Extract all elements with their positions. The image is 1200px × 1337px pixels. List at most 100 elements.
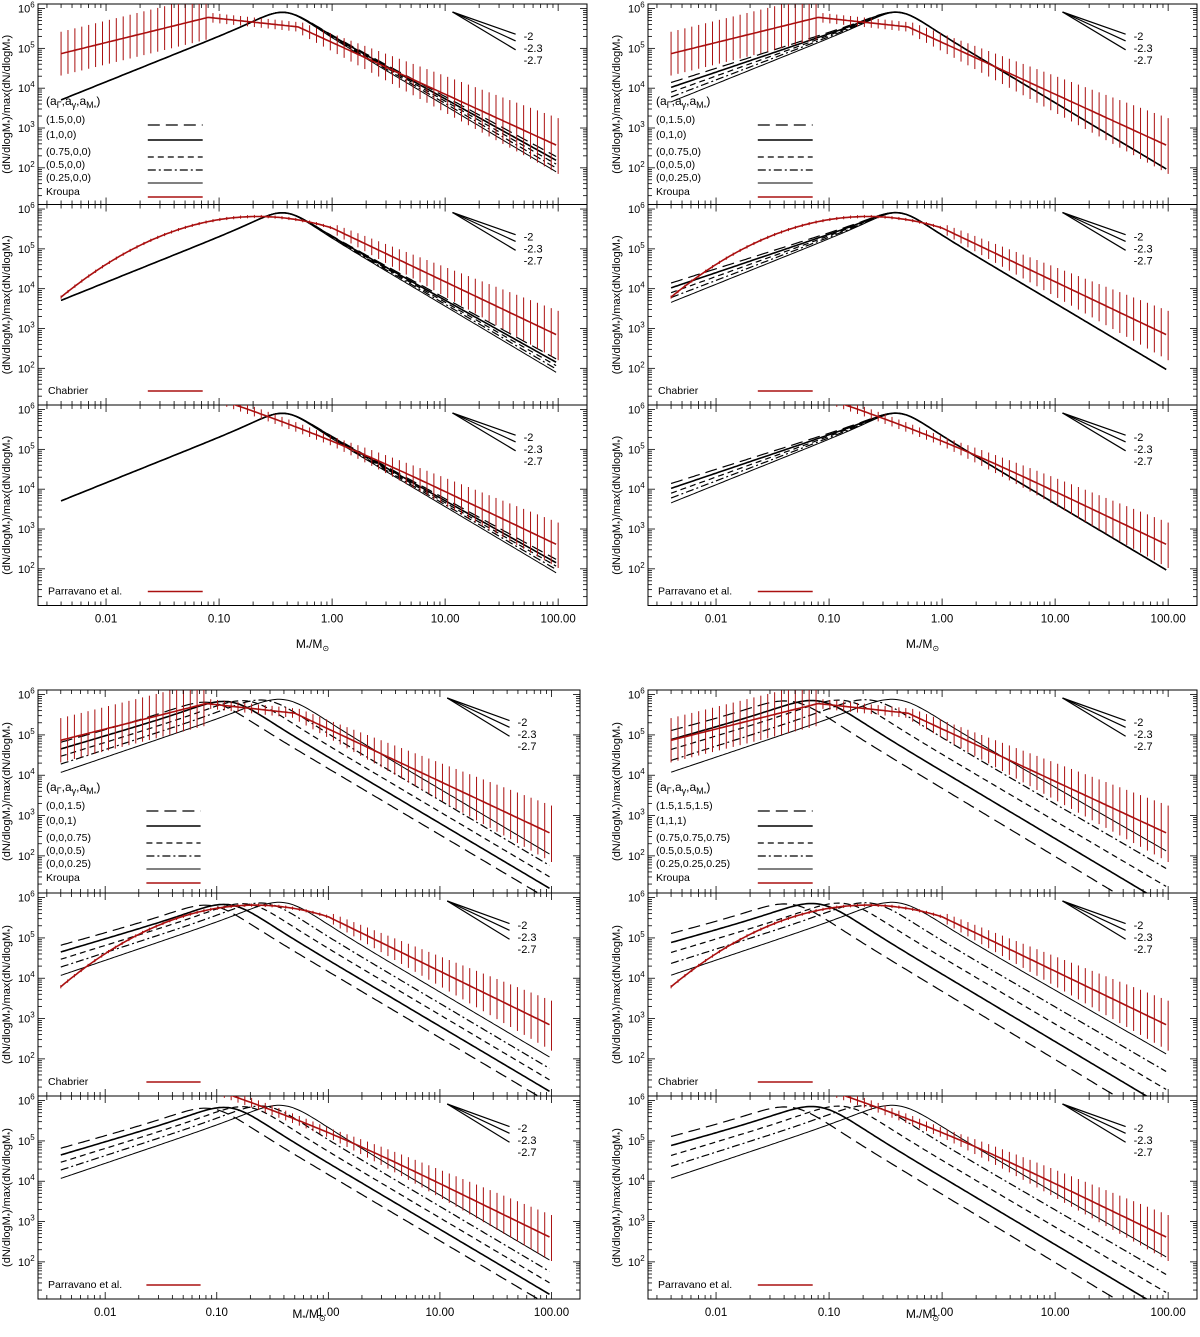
slope-guide-line bbox=[1062, 11, 1126, 51]
figure-quadrant-4: 102 103 104 105 106 (dN/dlogM*)/max(dN/dlogM*… bbox=[611, 687, 1198, 1323]
y-tick-label: 102 bbox=[628, 561, 645, 576]
legend-label-6: Kroupa bbox=[656, 186, 690, 198]
y-tick-label: 102 bbox=[18, 561, 35, 576]
slope-guide-label: -2.7 bbox=[518, 741, 537, 753]
model-curve-2 bbox=[60, 903, 550, 1092]
y-tick-label: 103 bbox=[18, 1214, 35, 1229]
slope-guide-line bbox=[1062, 412, 1126, 443]
slope-guide-label: -2.3 bbox=[1134, 43, 1153, 55]
x-tick-label: 100.00 bbox=[541, 614, 576, 626]
legend-label-1: (1.5,1.5,1.5) bbox=[656, 800, 713, 812]
reference-curve bbox=[843, 1096, 1167, 1238]
slope-guide-label: -2 bbox=[1134, 31, 1144, 43]
reference-curve bbox=[233, 405, 557, 546]
plot-area bbox=[670, 901, 1169, 1096]
y-tick-label: 103 bbox=[628, 808, 645, 823]
y-tick-label: 105 bbox=[18, 40, 35, 55]
model-curve-5 bbox=[670, 412, 1167, 571]
slope-guide-line bbox=[446, 1103, 510, 1134]
y-tick-label: 103 bbox=[18, 120, 35, 135]
slope-guide-line bbox=[452, 11, 516, 51]
y-tick-label: 105 bbox=[628, 40, 645, 55]
slope-guide-label: -2.7 bbox=[1134, 944, 1153, 956]
panel-parravano: 102 103 104 105 106 (dN/dlogM*)/max(dN/dlogM*… bbox=[611, 402, 1198, 606]
slope-guide-line bbox=[452, 211, 516, 236]
legend-label-1: (1.5,0,0) bbox=[46, 114, 85, 126]
reference-label: Chabrier bbox=[48, 1076, 89, 1088]
panel-chabrier: 102 103 104 105 106 (dN/dlogM*)/max(dN/dlogM*… bbox=[1, 890, 581, 1097]
x-tick-label: 0.10 bbox=[208, 614, 230, 626]
legend-label-4: (0.5,0,0) bbox=[46, 159, 85, 171]
x-tick-label: 1.00 bbox=[321, 614, 343, 626]
plot-area bbox=[670, 211, 1169, 371]
legend-header: (aΓ,aγ,aM*) bbox=[656, 94, 710, 112]
slope-guide-line bbox=[1062, 1103, 1126, 1128]
reference-curve bbox=[230, 1096, 550, 1238]
slope-guide-label: -2.7 bbox=[1134, 456, 1153, 468]
panel-kroupa: 102 103 104 105 106 (dN/dlogM*)/max(dN/dlogM*… bbox=[611, 687, 1198, 894]
reference-label: Parravano et al. bbox=[48, 586, 122, 598]
slope-guide-line bbox=[1062, 11, 1126, 35]
y-tick-label: 103 bbox=[18, 808, 35, 823]
model-curve-3 bbox=[670, 699, 1167, 887]
y-axis-label: (dN/dlogM*)/max(dN/dlogM*) bbox=[611, 235, 625, 374]
slope-guide-label: -2.3 bbox=[1134, 932, 1153, 944]
y-tick-label: 103 bbox=[18, 321, 35, 336]
slope-guide-line bbox=[446, 900, 510, 940]
y-tick-label: 104 bbox=[18, 281, 35, 296]
panel-frame bbox=[647, 1095, 1198, 1300]
legend-header: (aΓ,aγ,aM*) bbox=[656, 780, 710, 798]
x-axis-label: M*/M⊙ bbox=[292, 1307, 325, 1323]
y-tick-label: 104 bbox=[18, 970, 35, 985]
model-curve-4 bbox=[670, 1105, 1167, 1276]
model-curve-3 bbox=[60, 1106, 550, 1284]
slope-guide-label: -2.7 bbox=[524, 456, 543, 468]
plot-area bbox=[670, 690, 1169, 893]
model-curve-5 bbox=[670, 11, 1167, 170]
model-curve-5 bbox=[60, 11, 557, 173]
slope-guide-line bbox=[452, 211, 516, 242]
y-axis-label: (dN/dlogM*)/max(dN/dlogM*) bbox=[1, 722, 15, 861]
y-tick-label: 106 bbox=[628, 687, 645, 702]
slope-guide-label: -2 bbox=[518, 717, 528, 729]
y-tick-label: 103 bbox=[628, 120, 645, 135]
x-tick-label: 10.00 bbox=[431, 614, 460, 626]
slope-guide-line bbox=[1062, 1103, 1126, 1134]
plot-area bbox=[60, 405, 559, 574]
x-tick-label: 0.01 bbox=[705, 1307, 727, 1319]
y-tick-label: 104 bbox=[18, 767, 35, 782]
model-curve-3 bbox=[670, 412, 1167, 571]
slope-guide-label: -2.7 bbox=[1134, 55, 1153, 67]
slope-guide-label: -2.3 bbox=[518, 932, 537, 944]
slope-guide-line bbox=[1062, 11, 1126, 42]
y-axis-label: (dN/dlogM*)/max(dN/dlogM*) bbox=[611, 722, 625, 861]
slope-guide-label: -2.7 bbox=[518, 944, 537, 956]
slope-guide-line bbox=[452, 412, 516, 443]
slope-guide-line bbox=[1062, 211, 1126, 251]
legend-label-4: (0,0,0.5) bbox=[46, 845, 85, 857]
slope-guide-label: -2 bbox=[524, 432, 534, 444]
legend-label-1: (0,0,1.5) bbox=[46, 800, 85, 812]
figure-quadrant-3: 102 103 104 105 106 (dN/dlogM*)/max(dN/dlogM*… bbox=[1, 687, 581, 1323]
x-tick-label: 0.10 bbox=[206, 1307, 228, 1319]
model-curve-4 bbox=[670, 902, 1167, 1073]
slope-guide-line bbox=[1062, 900, 1126, 925]
slope-guide-label: -2.3 bbox=[1134, 444, 1153, 456]
y-tick-label: 102 bbox=[628, 848, 645, 863]
y-tick-label: 105 bbox=[628, 930, 645, 945]
slope-guide-line bbox=[452, 412, 516, 436]
panel-frame bbox=[37, 1095, 581, 1300]
x-tick-label: 100.00 bbox=[1151, 614, 1186, 626]
plot-area bbox=[670, 405, 1169, 571]
slope-guide-label: -2.3 bbox=[524, 244, 543, 256]
model-curve-5 bbox=[60, 412, 557, 574]
x-tick-label: 100.00 bbox=[1151, 1307, 1186, 1319]
model-curve-2 bbox=[670, 412, 1167, 571]
x-tick-label: 0.10 bbox=[818, 1307, 840, 1319]
x-tick-label: 0.01 bbox=[95, 614, 117, 626]
y-tick-label: 106 bbox=[18, 687, 35, 702]
model-curve-5 bbox=[670, 212, 1167, 370]
figure-quadrant-2: 102 103 104 105 106 (dN/dlogM*)/max(dN/dlogM*… bbox=[611, 1, 1198, 653]
y-tick-label: 104 bbox=[628, 1173, 645, 1188]
panel-frame bbox=[37, 892, 581, 1097]
